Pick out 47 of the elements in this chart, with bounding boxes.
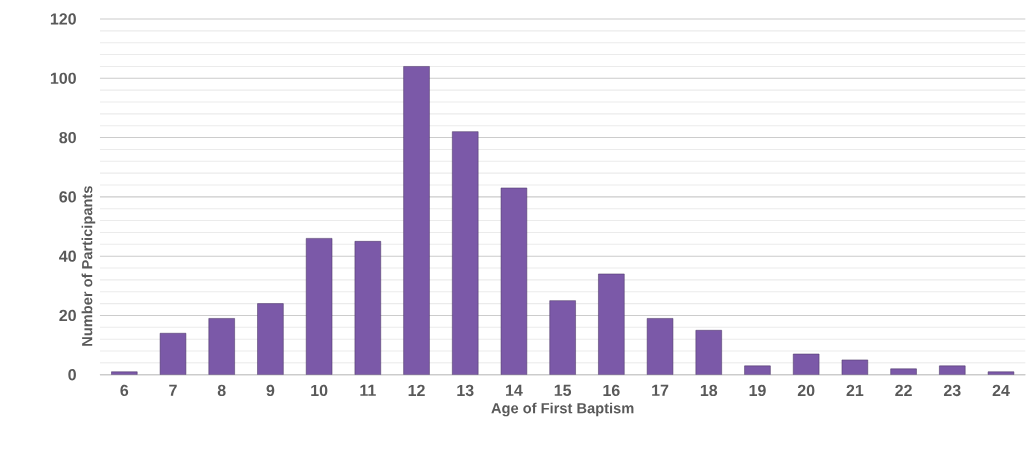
y-axis-title: Number of Participants xyxy=(81,186,96,346)
y-tick-label: 40 xyxy=(59,250,76,262)
x-tick-label: 20 xyxy=(797,384,815,397)
y-tick-label: 80 xyxy=(59,132,76,144)
x-tick-label: 13 xyxy=(457,384,474,397)
bar xyxy=(744,365,771,375)
bar xyxy=(939,365,966,375)
bar xyxy=(257,303,284,375)
bar xyxy=(890,368,917,375)
bar xyxy=(354,241,381,375)
x-tick-label: 6 xyxy=(120,384,129,397)
x-tick-label: 14 xyxy=(506,384,523,396)
x-tick-label: 11 xyxy=(360,384,376,396)
bar xyxy=(305,238,333,375)
x-tick-label: 17 xyxy=(652,384,669,396)
x-tick-label: 22 xyxy=(895,384,912,397)
y-tick-label: 100 xyxy=(50,72,76,85)
x-axis-title: Age of First Baptism xyxy=(491,402,634,417)
bar xyxy=(841,359,869,375)
y-tick-label: 120 xyxy=(50,13,76,25)
bar xyxy=(111,371,138,375)
x-tick-label: 7 xyxy=(169,384,177,396)
bar xyxy=(159,333,187,375)
x-tick-label: 18 xyxy=(700,384,718,397)
x-tick-label: 21 xyxy=(846,384,864,397)
x-tick-label: 23 xyxy=(943,384,961,397)
y-tick-label: 20 xyxy=(59,309,76,322)
x-tick-label: 15 xyxy=(554,384,572,397)
bar xyxy=(987,371,1015,375)
bar xyxy=(695,330,722,375)
bar xyxy=(500,187,528,375)
bar xyxy=(598,273,625,375)
x-tick-label: 19 xyxy=(749,384,766,397)
x-tick-label: 10 xyxy=(311,384,328,397)
bar xyxy=(208,318,235,375)
x-tick-label: 9 xyxy=(266,384,275,397)
bar xyxy=(549,300,576,375)
y-tick-label: 0 xyxy=(68,369,76,381)
bar xyxy=(403,66,430,375)
x-tick-label: 16 xyxy=(603,384,620,397)
x-tick-label: 12 xyxy=(408,384,425,397)
x-tick-label: 8 xyxy=(217,384,226,397)
bar xyxy=(792,353,820,375)
x-tick-label: 24 xyxy=(992,384,1010,397)
bar xyxy=(646,318,674,375)
y-tick-label: 60 xyxy=(59,191,76,203)
bar xyxy=(452,131,479,375)
